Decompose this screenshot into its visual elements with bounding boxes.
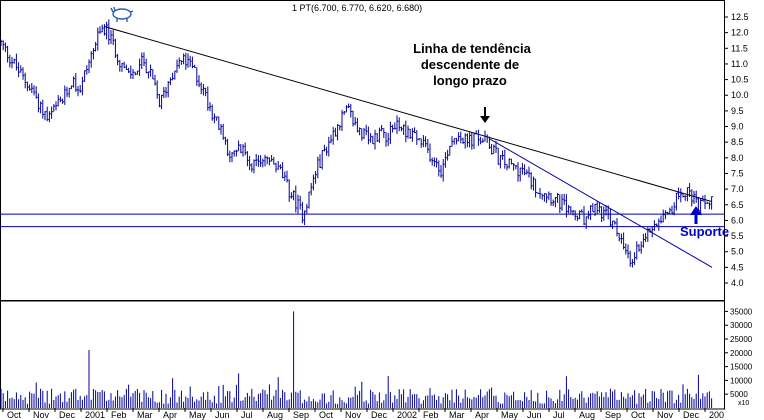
trend-annotation-line-1: Linha de tendência bbox=[413, 41, 532, 56]
volume-tick-label: 20000 bbox=[730, 349, 753, 358]
long-term-downtrend bbox=[103, 25, 713, 203]
price-tick-label: 6.5 bbox=[731, 200, 744, 210]
time-tick-label: Aug bbox=[267, 410, 283, 420]
time-tick-label: May bbox=[501, 410, 519, 420]
price-tick-label: 4.0 bbox=[731, 278, 744, 288]
volume-tick-label: 10000 bbox=[730, 376, 753, 385]
time-tick-label: Apr bbox=[475, 410, 489, 420]
time-tick-label: Nov bbox=[657, 410, 674, 420]
price-tick-label: 10.0 bbox=[731, 90, 749, 100]
down-arrow-icon bbox=[480, 107, 490, 123]
price-tick-label: 7.5 bbox=[731, 168, 744, 178]
price-panel-frame bbox=[0, 0, 725, 301]
time-tick-label: Jul bbox=[241, 410, 253, 420]
volume-tick-label: 25000 bbox=[730, 335, 753, 344]
time-tick-label: Nov bbox=[33, 410, 50, 420]
time-tick-label: Sep bbox=[293, 410, 309, 420]
time-tick-label: 200 bbox=[709, 410, 724, 420]
volume-multiplier-label: x10 bbox=[738, 400, 749, 407]
time-tick-label: Dec bbox=[59, 410, 76, 420]
volume-axis: 5000 10000 15000 20000 25000 30000 35000 bbox=[724, 307, 753, 399]
last-bar-readout: 1 PT(6.700, 6.770, 6.620, 6.680) bbox=[292, 3, 422, 13]
up-arrow-icon bbox=[690, 206, 702, 224]
bull-icon bbox=[110, 6, 134, 22]
time-tick-label: Oct bbox=[319, 410, 334, 420]
trend-lines bbox=[103, 25, 713, 268]
trend-annotation-line-2: descendente de bbox=[421, 57, 519, 72]
time-tick-label: May bbox=[189, 410, 207, 420]
price-tick-label: 6.0 bbox=[731, 215, 744, 225]
volume-bars bbox=[0, 311, 713, 408]
time-tick-label: Apr bbox=[163, 410, 177, 420]
price-tick-label: 8.5 bbox=[731, 137, 744, 147]
time-tick-label: Feb bbox=[423, 410, 439, 420]
time-axis: Oct Nov Dec 2001 Feb Mar Apr May Jun Jul Aug Sep Oct… bbox=[2, 408, 724, 420]
trend-annotation: Linha de tendência descendente de longo … bbox=[413, 41, 532, 88]
price-tick-label: 9.0 bbox=[731, 122, 744, 132]
price-tick-label: 8.0 bbox=[731, 153, 744, 163]
price-axis: 4.0 4.5 5.0 5.5 6.0 6.5 7.0 7.5 8.0 8.5 9.0 9.5 10.0… bbox=[724, 12, 749, 288]
volume-tick-label: 35000 bbox=[730, 307, 753, 316]
price-tick-label: 11.5 bbox=[731, 43, 748, 53]
time-tick-label: 2001 bbox=[85, 410, 105, 420]
time-tick-label: Mar bbox=[449, 410, 465, 420]
price-tick-label: 7.0 bbox=[731, 184, 744, 194]
price-tick-label: 12.0 bbox=[731, 28, 749, 38]
volume-panel-frame bbox=[0, 300, 725, 410]
price-tick-label: 11.0 bbox=[731, 59, 748, 69]
time-tick-label: Jun bbox=[215, 410, 230, 420]
price-tick-label: 10.5 bbox=[731, 75, 749, 85]
time-tick-label: Dec bbox=[371, 410, 388, 420]
steep-downtrend bbox=[489, 138, 713, 268]
price-bars bbox=[0, 19, 714, 268]
support-lines bbox=[0, 213, 724, 228]
volume-tick-label: 15000 bbox=[730, 363, 753, 372]
time-tick-label: Dec bbox=[683, 410, 700, 420]
volume-tick-label: 30000 bbox=[730, 321, 753, 330]
price-tick-label: 4.5 bbox=[731, 262, 744, 272]
time-tick-label: Feb bbox=[111, 410, 127, 420]
time-tick-label: Jul bbox=[553, 410, 565, 420]
price-tick-label: 5.0 bbox=[731, 247, 744, 257]
time-tick-label: Mar bbox=[137, 410, 153, 420]
time-tick-label: Oct bbox=[631, 410, 646, 420]
time-tick-label: Nov bbox=[345, 410, 362, 420]
support-annotation: Suporte bbox=[680, 224, 729, 239]
time-tick-label: Aug bbox=[579, 410, 595, 420]
time-tick-label: Oct bbox=[7, 410, 22, 420]
time-tick-label: 2002 bbox=[397, 410, 417, 420]
price-tick-label: 5.5 bbox=[731, 231, 744, 241]
trend-annotation-line-3: longo prazo bbox=[433, 73, 507, 88]
time-tick-label: Jun bbox=[527, 410, 542, 420]
price-tick-label: 9.5 bbox=[731, 106, 744, 116]
volume-tick-label: 5000 bbox=[730, 390, 748, 399]
price-tick-label: 12.5 bbox=[731, 12, 749, 22]
time-tick-label: Sep bbox=[605, 410, 621, 420]
